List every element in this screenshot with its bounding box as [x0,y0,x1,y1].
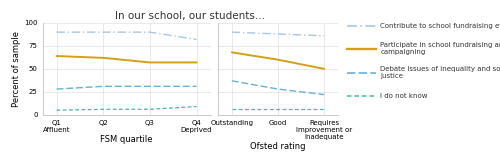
Text: I do not know: I do not know [380,93,428,99]
X-axis label: FSM quartile: FSM quartile [100,135,153,144]
Text: In our school, our students...: In our school, our students... [115,11,265,21]
Text: Debate issues of inequality and social
justice: Debate issues of inequality and social j… [380,66,500,79]
X-axis label: Ofsted rating: Ofsted rating [250,143,306,151]
Text: Participate in school fundraising and
campaigning: Participate in school fundraising and ca… [380,42,500,55]
Text: Contribute to school fundraising events: Contribute to school fundraising events [380,23,500,29]
Y-axis label: Percent of sample: Percent of sample [12,31,22,107]
